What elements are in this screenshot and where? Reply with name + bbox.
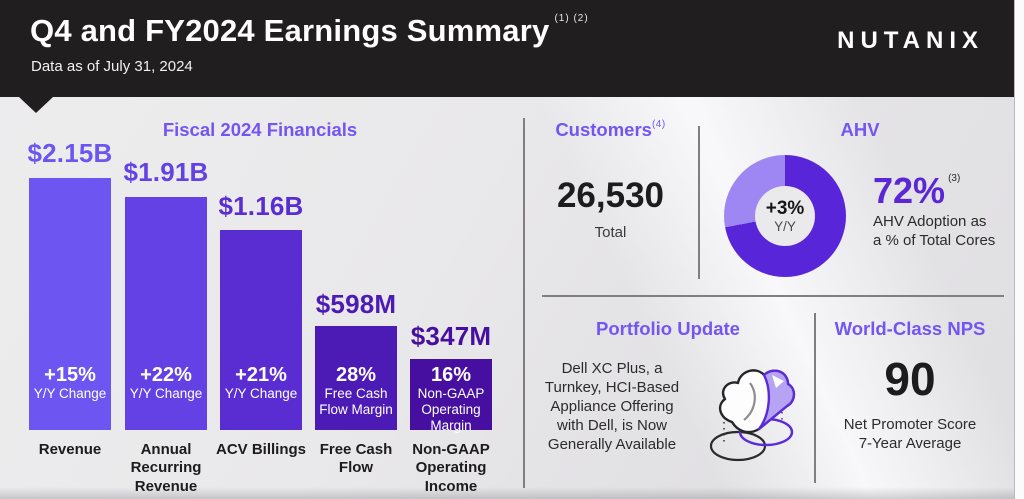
nps-score: 90 [884,353,936,405]
portfolio-line-5: Generally Available [547,436,677,453]
nps-title: World-Class NPS [834,318,986,339]
bar-free-cash-flow [315,326,397,430]
hybrid-cloud-icon [709,369,796,462]
bar-stat-description: Y/Y Change [129,386,203,401]
portfolio-update-text: Dell XC Plus, a Turnkey, HCI-Based Appli… [532,359,692,454]
bar-value-label: $347M [410,321,492,351]
customers-title: Customers(4) [540,119,681,141]
bar-stat-description: Free Cash Flow Margin [319,386,393,417]
bar-stat-percent: +15% [44,364,96,386]
bar-value-label: $2.15B [27,138,113,168]
bar-category-label: Free Cash Flow [319,441,393,477]
bar-stat: 16% Non-GAAP Operating Margin [408,364,494,434]
bar-stat: +15% Y/Y Change [27,364,113,402]
divider-left-vertical [523,118,525,488]
bar-non-gaap-operating-income [410,359,492,430]
bar-value-label: $1.16B [218,191,304,221]
bar-stat: 28% Free Cash Flow Margin [313,364,399,418]
ahv-desc-line-2: a % of Total Cores [873,232,996,249]
bar-revenue [29,178,111,430]
portfolio-line-2: Turnkey, HCI-Based [544,379,680,396]
portfolio-line-3: Appliance Offering [550,398,674,415]
bar-stat: +21% Y/Y Change [218,364,304,402]
portfolio-line-4: with Dell, is Now [556,417,668,434]
nps-label-line-1: Net Promoter Score [843,416,977,433]
header-notch-decoration [19,97,53,113]
bar-stat-percent: +22% [140,364,192,386]
portfolio-line-1: Dell XC Plus, a [561,360,663,377]
nps-label-line-2: 7-Year Average [858,435,962,452]
ahv-title: AHV [840,119,880,140]
ahv-yoy-value: +3% [765,197,805,219]
bar-category-label: Non-GAAP Operating Income [412,441,490,495]
fiscal-financials-title: Fiscal 2024 Financials [162,119,358,140]
bar-stat-percent: 28% [335,364,377,386]
bar-category-label: Annual Recurring Revenue [130,441,202,495]
header: Q4 and FY2024 Earnings Summary (1) (2) Da… [0,0,1014,97]
divider-horizontal [542,295,1004,297]
bar-stat-percent: +21% [235,364,287,386]
nutanix-logo: NUTANIX [837,27,984,54]
customers-title-text: Customers [555,119,652,140]
ahv-adoption-description: AHV Adoption as a % of Total Cores [873,212,995,250]
customers-count-label: Total [594,224,627,241]
ahv-donut-center: +3% Y/Y [755,186,815,246]
bar-stat-description: Non-GAAP Operating Margin [417,386,485,433]
page-title-text: Q4 and FY2024 Earnings Summary [30,13,550,48]
bar-category-label: Revenue [38,441,102,458]
bar-stat-description: Y/Y Change [224,386,298,401]
nps-score-label: Net Promoter Score 7-Year Average [830,415,990,453]
bar-acv-billings [220,230,302,430]
bar-category-label: ACV Billings [215,441,306,458]
ahv-footnote-marker: (3) [948,173,961,184]
title-footnote-markers: (1) (2) [554,13,589,24]
page-title: Q4 and FY2024 Earnings Summary (1) (2) [30,13,589,49]
bar-annual-recurring-revenue [125,197,207,430]
ahv-adoption-percent: 72% (3) [873,170,960,212]
bar-stat-percent: 16% [430,364,472,386]
ahv-adoption-percent-text: 72% [873,170,946,211]
bar-stat-description: Y/Y Change [33,386,107,401]
customers-count: 26,530 [556,176,665,215]
ahv-yoy-label: Y/Y [774,218,796,234]
bar-stat: +22% Y/Y Change [123,364,209,402]
ahv-donut-chart: +3% Y/Y [724,155,846,277]
ahv-desc-line-1: AHV Adoption as [873,213,987,230]
divider-customers-ahv [698,126,700,279]
divider-portfolio-nps [814,313,816,483]
customers-footnote-marker: (4) [651,119,666,130]
data-as-of-date: Data as of July 31, 2024 [31,58,193,75]
bar-value-label: $1.91B [123,157,209,187]
bar-value-label: $598M [315,289,397,319]
portfolio-update-title: Portfolio Update [596,318,740,339]
